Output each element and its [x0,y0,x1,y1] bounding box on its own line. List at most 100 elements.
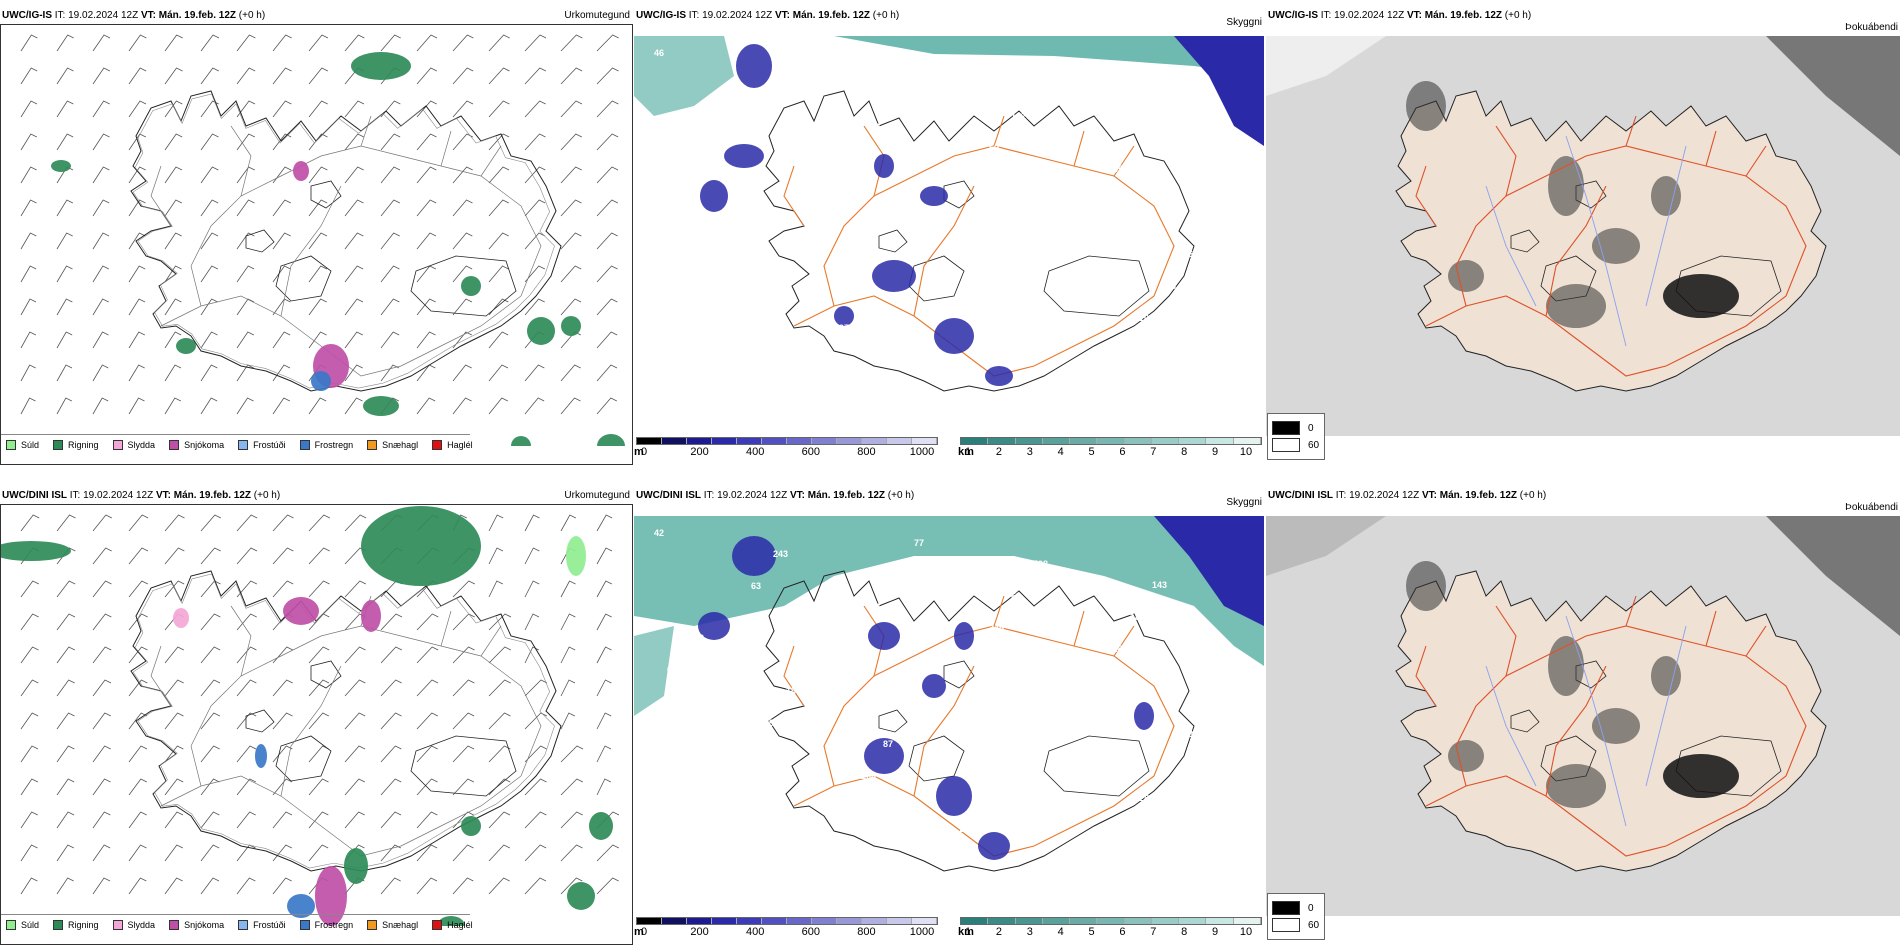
colorbar-tick-label: 8 [1181,926,1188,938]
wind-barb [452,67,474,85]
wind-barb [272,67,292,85]
glacier-outline [1510,229,1540,253]
low-visibility-patch [920,186,948,206]
wind-barb [596,199,619,217]
wind-barb [596,298,618,316]
fog-legend-item: 0 [1272,421,1320,435]
colorbar-swatch [812,438,837,444]
wind-barb [272,580,294,598]
wind-barb [488,778,511,796]
wind-barb [308,712,330,730]
wind-barb [128,67,147,85]
precip-area [344,848,368,884]
visibility-value-label: 225 [817,835,832,845]
fog-field [1766,516,1900,636]
road [230,125,252,197]
wind-barb [164,877,183,895]
wind-barb [308,679,330,697]
road [1425,295,1787,377]
fog-legend: 0 60 [1267,413,1325,460]
legend-swatch [112,919,123,930]
visibility-value-label: 139 [689,633,704,643]
wind-barb [488,331,509,349]
legend-label: Rigning [68,919,99,930]
wind-barb [416,712,439,730]
wind-barb [272,712,293,730]
wind-barb [416,811,438,829]
wind-barb [596,877,619,895]
fog-dark-area [1546,764,1606,808]
colorbar-tick-label: 1 [964,446,972,458]
wind-barb [380,877,401,895]
colorbar-swatch [887,918,912,924]
glacier-outline [908,255,965,302]
wind-barb [272,199,292,217]
wind-barb [164,199,183,217]
low-visibility-patch [954,622,974,650]
road [480,625,502,657]
road [913,185,975,317]
wind-barb [596,580,613,598]
iceland-landmass [1395,561,1827,872]
wind-barb [344,199,364,217]
wind-barb [92,811,111,829]
wind-barb [596,679,612,697]
wind-barb [128,679,148,697]
visibility-value-label: 267 [676,846,691,856]
wind-barb [164,331,182,349]
visibility-value-label: 40 [892,90,902,100]
wind-barb [380,745,402,763]
precip-area [461,816,481,836]
wind-barb [380,265,400,283]
legend-swatch [299,919,310,930]
fog-dark-area [1663,754,1739,798]
visibility-value-label: 143 [1161,281,1176,291]
road [440,130,452,167]
wind-barb [272,514,294,532]
visibility-value-label: 345 [989,623,1004,633]
fog-dark-area [1651,176,1681,216]
wind-barb [380,646,403,664]
colorbar-tick-label: 6 [1119,926,1126,938]
visibility-value-label: 132 [958,824,973,834]
wind-barb [20,613,39,631]
wind-barb [488,232,509,250]
colorbar-swatch [637,438,662,444]
wind-barb [128,265,146,283]
road [1073,610,1085,647]
legend-label: Snæhagl [382,919,419,930]
legend-label: 60 [1308,919,1320,931]
wind-barb [20,331,37,349]
road [1745,625,1767,657]
colorbar-swatch [887,438,912,444]
wind-barb [56,646,76,664]
wind-barb [524,34,547,52]
visibility-value-label: 621 [667,665,682,675]
road [913,665,975,797]
wind-barb [128,514,149,532]
wind-barb [452,298,473,316]
wind-barb [92,646,112,664]
wind-barb [236,265,255,283]
wind-barb [128,166,146,184]
road [783,165,805,227]
wind-barb [524,199,546,217]
legend-label: Frostúði [253,439,286,450]
wind-barb [272,232,291,250]
wind-barb [236,811,256,829]
wind-barb [344,514,367,532]
colorbar-swatch [1206,918,1234,924]
fog-field [1266,516,1386,576]
colorbar-swatch [687,918,712,924]
wind-barb [380,232,400,250]
legend-label: Frostregn [314,919,354,930]
visibility-value-label: 157 [786,686,801,696]
legend-swatch [169,919,180,930]
precip-legend-item: Frostregn [299,919,354,930]
wind-barb [380,133,401,151]
river [1645,625,1687,787]
wind-barb [92,364,109,382]
colorbar-tick-label: 5 [1088,926,1095,938]
colorbar-tick-label: 0 [640,446,648,458]
precip-area [287,894,315,918]
